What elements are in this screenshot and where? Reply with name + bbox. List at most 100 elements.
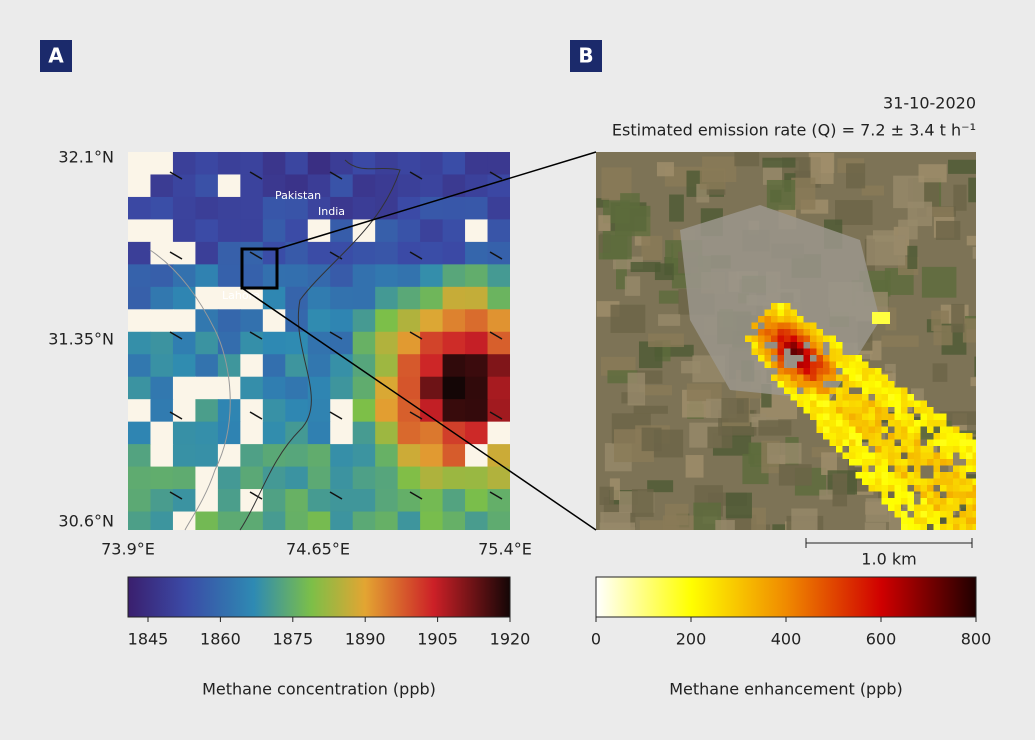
pixel xyxy=(398,332,421,355)
field xyxy=(907,246,917,269)
field xyxy=(791,508,817,540)
plume-pixel xyxy=(934,440,941,447)
pixel xyxy=(420,399,443,422)
plume-pixel xyxy=(856,440,863,447)
pixel xyxy=(465,512,488,535)
plume-pixel xyxy=(921,479,928,486)
plume-pixel xyxy=(849,453,856,460)
plume-pixel xyxy=(947,459,954,466)
pixel xyxy=(375,354,398,377)
plume-pixel xyxy=(810,323,817,330)
plume-pixel xyxy=(960,498,967,505)
plume-pixel xyxy=(830,401,837,408)
plume-pixel xyxy=(804,388,811,395)
plume-pixel xyxy=(966,479,973,486)
pixel xyxy=(150,512,173,535)
plume-pixel xyxy=(973,479,980,486)
plume-pixel xyxy=(966,511,973,518)
pixel xyxy=(218,152,241,175)
colorbar-tick-label: 1905 xyxy=(417,630,458,649)
field xyxy=(832,474,847,507)
plume-pixel xyxy=(810,349,817,356)
plume-pixel xyxy=(966,446,973,453)
plume-pixel xyxy=(862,472,869,479)
pixel xyxy=(353,197,376,220)
plume-pixel xyxy=(830,433,837,440)
plume-pixel xyxy=(966,518,973,525)
plume-pixel xyxy=(797,336,804,343)
plume-pixel xyxy=(901,388,908,395)
pixel xyxy=(150,377,173,400)
pixel xyxy=(443,219,466,242)
plume-pixel xyxy=(843,407,850,414)
plume-pixel xyxy=(973,511,980,518)
plume-pixel xyxy=(914,427,921,434)
plume-pixel xyxy=(856,355,863,362)
field xyxy=(779,464,812,485)
plume-pixel xyxy=(804,362,811,369)
pixel xyxy=(353,467,376,490)
plume-pixel xyxy=(791,329,798,336)
pixel xyxy=(330,174,353,197)
plume-pixel xyxy=(901,446,908,453)
plume-pixel xyxy=(836,401,843,408)
pixel xyxy=(420,444,443,467)
plume-pixel xyxy=(940,524,947,531)
field xyxy=(968,178,1003,203)
pixel xyxy=(398,489,421,512)
field xyxy=(707,427,732,449)
pixel xyxy=(285,489,308,512)
pixel xyxy=(353,399,376,422)
pixel xyxy=(375,264,398,287)
field xyxy=(611,305,646,333)
plume-pixel xyxy=(914,505,921,512)
pixel xyxy=(218,197,241,220)
plume-pixel xyxy=(888,472,895,479)
plume-pixel xyxy=(901,466,908,473)
pixel xyxy=(375,332,398,355)
plume-pixel xyxy=(927,498,934,505)
plume-pixel xyxy=(804,349,811,356)
colorbar-tick-label: 1875 xyxy=(272,630,313,649)
plume-pixel xyxy=(771,349,778,356)
plume-pixel xyxy=(856,427,863,434)
plume-pixel xyxy=(940,427,947,434)
field xyxy=(950,529,979,555)
plume-pixel xyxy=(804,381,811,388)
plume-pixel xyxy=(869,453,876,460)
plume-pixel xyxy=(882,485,889,492)
plume-pixel xyxy=(830,342,837,349)
plume-pixel xyxy=(895,479,902,486)
pixel xyxy=(173,242,196,265)
plume-pixel xyxy=(869,433,876,440)
pixel xyxy=(195,242,218,265)
pixel xyxy=(398,512,421,535)
plume-pixel xyxy=(888,381,895,388)
plume-pixel xyxy=(823,401,830,408)
pixel xyxy=(263,264,286,287)
pixel xyxy=(150,174,173,197)
plume-pixel xyxy=(908,498,915,505)
pixel xyxy=(263,332,286,355)
plume-pixel xyxy=(882,492,889,499)
plume-pixel xyxy=(830,355,837,362)
plume-pixel xyxy=(875,388,882,395)
pixel xyxy=(150,219,173,242)
plume-pixel xyxy=(823,355,830,362)
plume-pixel xyxy=(817,342,824,349)
pixel xyxy=(398,219,421,242)
field xyxy=(615,206,650,236)
pixel xyxy=(398,467,421,490)
plume-pixel xyxy=(953,518,960,525)
plume-pixel xyxy=(765,310,772,317)
plume-pixel xyxy=(765,336,772,343)
plume-pixel xyxy=(843,381,850,388)
plume-pixel xyxy=(830,414,837,421)
pixel xyxy=(443,174,466,197)
plume-pixel xyxy=(940,440,947,447)
plume-pixel xyxy=(836,394,843,401)
plume-pixel xyxy=(817,394,824,401)
pixel xyxy=(465,152,488,175)
plume-pixel xyxy=(784,323,791,330)
plume-pixel xyxy=(869,479,876,486)
